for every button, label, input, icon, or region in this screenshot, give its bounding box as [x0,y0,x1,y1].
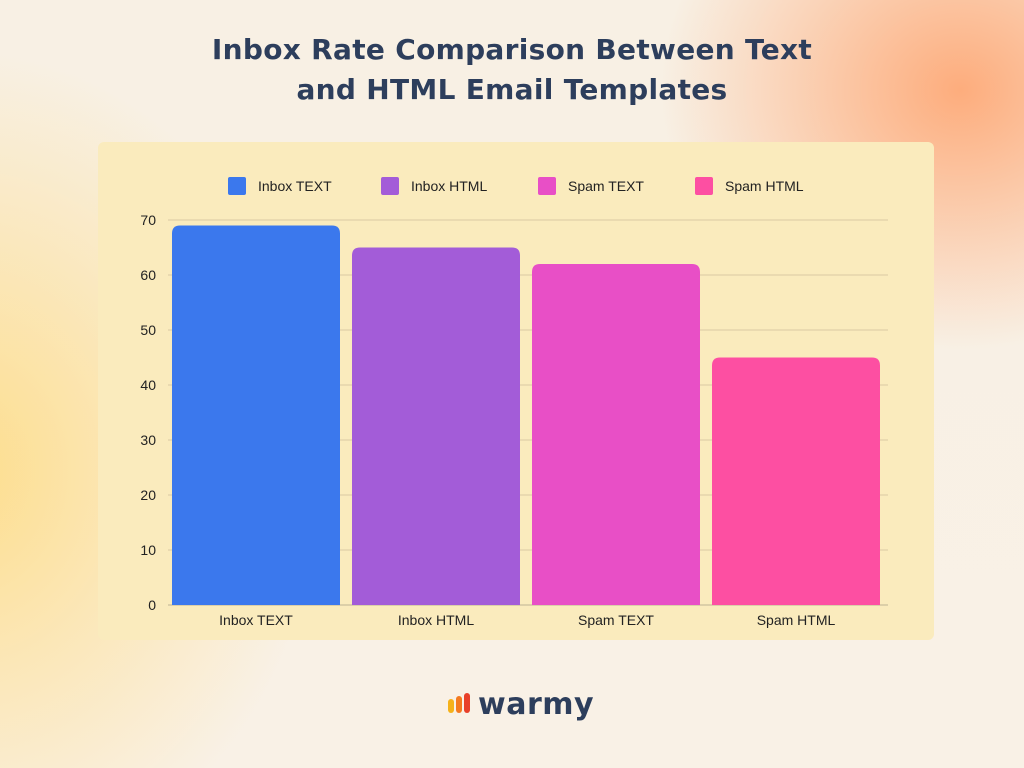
bar-spam-text [532,264,700,605]
legend-label: Inbox TEXT [258,178,332,194]
bar-inbox-text [172,225,340,605]
x-tick-label: Spam TEXT [578,612,654,628]
y-tick-label: 70 [140,212,156,228]
y-tick-label: 30 [140,432,156,448]
title-line-2: and HTML Email Templates [296,73,728,106]
bar-inbox-html [352,247,520,605]
bar-chart: 0 10 20 30 40 50 60 70 Inbox TEXT Inbox HTML Spam … [140,177,888,628]
y-tick-label: 40 [140,377,156,393]
legend-swatch [695,177,713,195]
legend-swatch [228,177,246,195]
legend-label: Inbox HTML [411,178,487,194]
bar-spam-html [712,357,880,605]
x-tick-label: Inbox HTML [398,612,474,628]
brand-name: warmy [478,686,595,722]
y-tick-label: 50 [140,322,156,338]
legend-swatch [538,177,556,195]
chart-panel: 0 10 20 30 40 50 60 70 Inbox TEXT Inbox HTML Spam … [98,142,934,640]
y-tick-label: 0 [148,597,156,613]
warmy-logo-icon [448,693,470,713]
y-tick-label: 20 [140,487,156,503]
brand-logo: warmy [448,684,594,724]
x-tick-label: Inbox TEXT [219,612,293,628]
legend-label: Spam TEXT [568,178,644,194]
y-tick-label: 60 [140,267,156,283]
chart-title: Inbox Rate Comparison Between Text and H… [0,30,1024,110]
title-line-1: Inbox Rate Comparison Between Text [211,33,813,66]
x-tick-label: Spam HTML [757,612,836,628]
legend-swatch [381,177,399,195]
y-tick-label: 10 [140,542,156,558]
legend-label: Spam HTML [725,178,804,194]
